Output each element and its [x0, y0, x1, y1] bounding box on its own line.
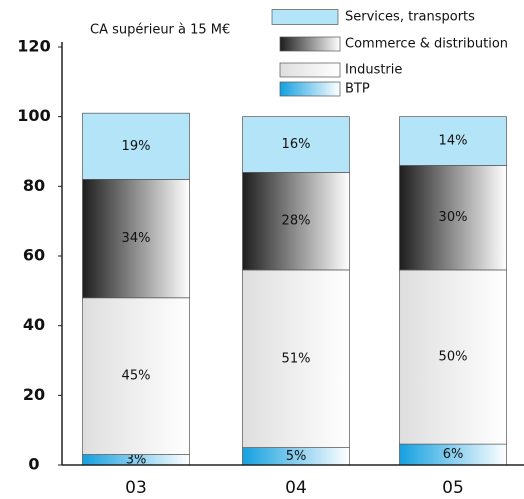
bar-segment	[82, 179, 190, 299]
y-tick-label: 20	[23, 385, 45, 404]
chart-title: CA supérieur à 15 M€	[90, 23, 230, 38]
data-label: 50%	[439, 350, 468, 365]
y-tick-label: 100	[17, 106, 50, 125]
data-label: 5%	[286, 449, 307, 464]
legend-label: Industrie	[345, 63, 402, 78]
legend-swatch	[279, 36, 341, 52]
data-label: 19%	[122, 139, 151, 154]
legend-label: Commerce & distribution	[345, 37, 508, 52]
y-tick-label: 60	[23, 246, 45, 265]
x-tick-label: 05	[442, 478, 464, 498]
bar-segment	[242, 172, 350, 271]
bar-segment	[399, 165, 507, 271]
data-label: 51%	[282, 351, 311, 366]
y-tick-label: 120	[17, 37, 50, 56]
legend-swatch	[271, 9, 339, 25]
y-tick-label: 40	[23, 315, 45, 334]
data-label: 3%	[126, 452, 147, 467]
x-tick-label: 03	[125, 478, 147, 498]
bar-segment	[82, 297, 190, 455]
bar-segment	[399, 116, 507, 166]
data-label: 45%	[122, 369, 151, 384]
data-label: 14%	[439, 134, 468, 149]
y-tick-label: 80	[23, 176, 45, 195]
data-label: 28%	[282, 214, 311, 229]
x-tick-label: 04	[285, 478, 307, 498]
legend-label: BTP	[345, 82, 370, 97]
bar-segment	[399, 269, 507, 445]
bar-segment	[242, 269, 350, 448]
bar-segment	[242, 116, 350, 173]
data-label: 6%	[443, 447, 464, 462]
legend-swatch	[279, 62, 341, 78]
legend-label: Services, transports	[345, 10, 475, 25]
y-tick-label: 0	[28, 455, 39, 474]
bar-segment	[82, 112, 190, 180]
legend-swatch	[279, 81, 341, 97]
data-label: 30%	[439, 210, 468, 225]
data-label: 34%	[122, 231, 151, 246]
data-label: 16%	[282, 137, 311, 152]
